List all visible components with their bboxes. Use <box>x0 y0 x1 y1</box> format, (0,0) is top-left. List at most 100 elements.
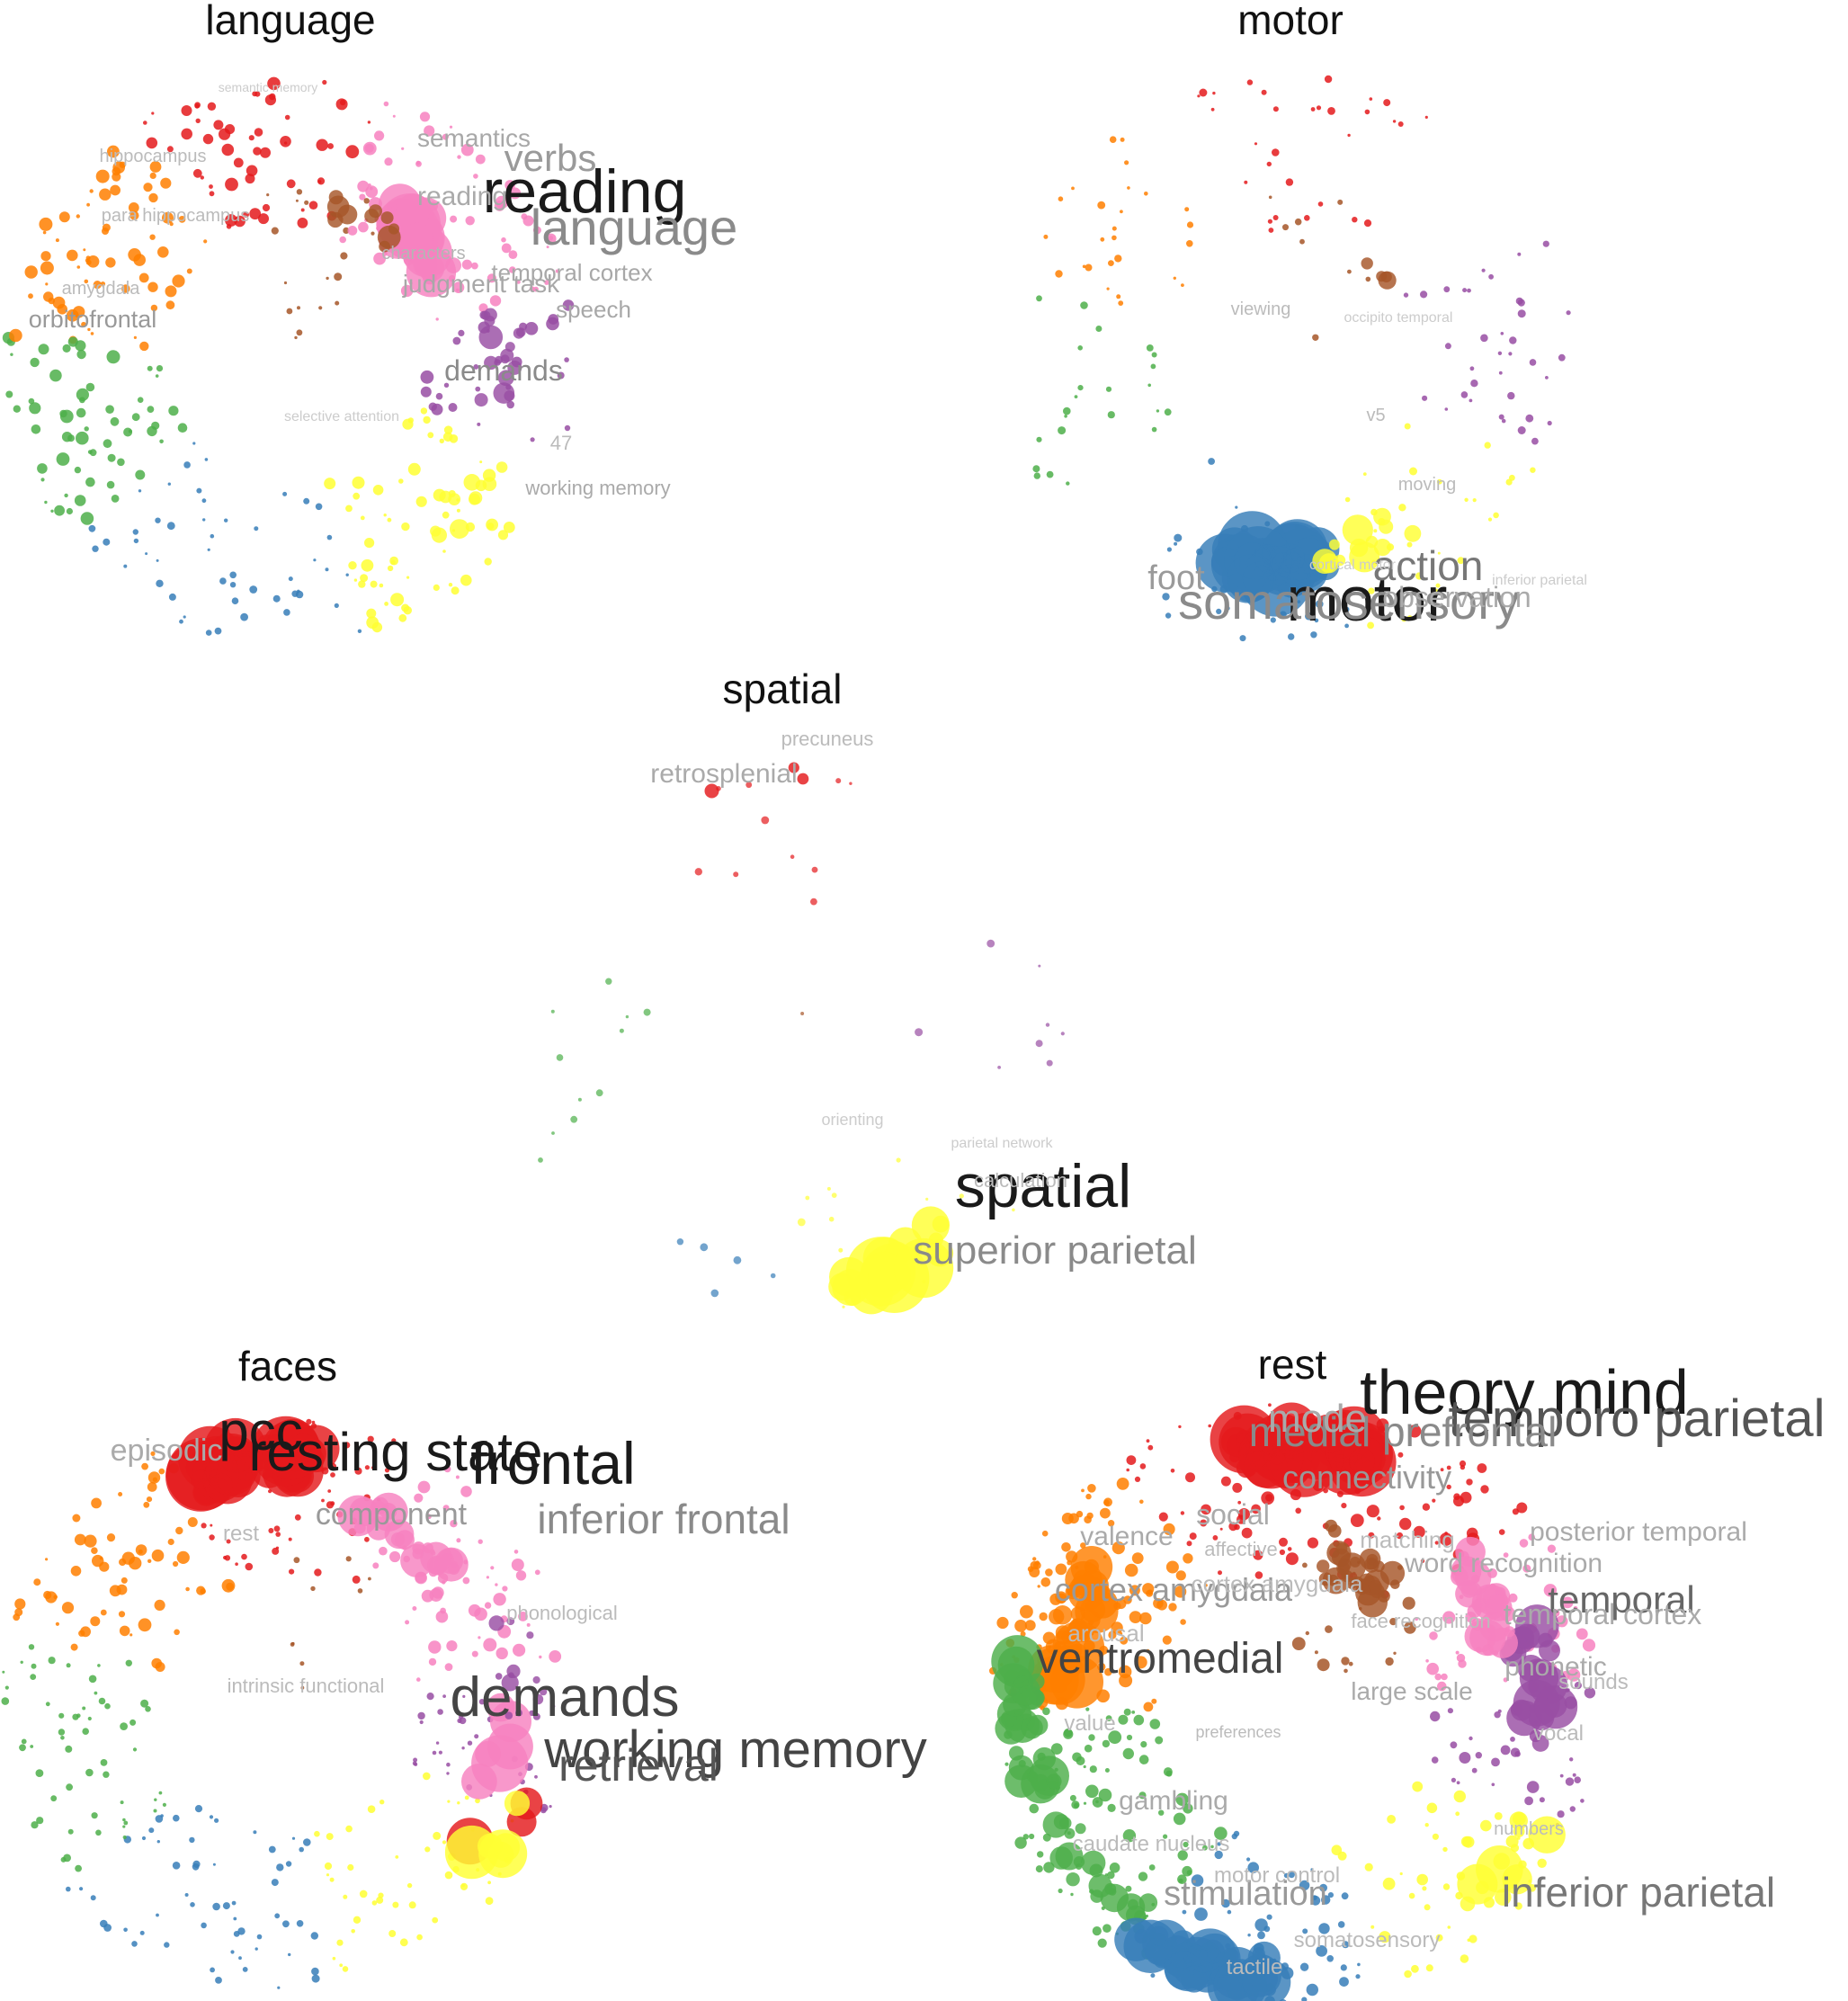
node <box>1434 588 1439 593</box>
node <box>475 386 481 392</box>
node-cluster-group <box>165 1416 548 1880</box>
node <box>438 1750 442 1755</box>
node-pink <box>1467 1603 1482 1619</box>
node <box>1442 1883 1451 1890</box>
node <box>1487 517 1493 522</box>
node-blue <box>1165 1952 1203 1990</box>
node <box>146 137 158 149</box>
node <box>1116 1478 1129 1490</box>
node <box>106 1533 116 1542</box>
node <box>128 202 139 213</box>
node <box>254 128 263 137</box>
node <box>1080 301 1088 309</box>
node <box>1576 1628 1588 1640</box>
node <box>1389 1618 1397 1626</box>
node <box>1457 557 1465 565</box>
node <box>1314 618 1319 623</box>
node <box>437 1709 443 1715</box>
node <box>428 1640 442 1654</box>
node <box>1104 1768 1110 1773</box>
node <box>1120 1636 1129 1645</box>
node <box>1212 1535 1219 1541</box>
node <box>432 1916 439 1924</box>
node <box>1123 1708 1131 1716</box>
node <box>357 629 362 633</box>
node <box>84 1534 97 1548</box>
node <box>1045 1568 1053 1577</box>
node <box>35 1769 44 1777</box>
node <box>76 407 86 418</box>
node <box>1151 1698 1157 1704</box>
node <box>577 1097 582 1102</box>
node <box>471 1650 478 1657</box>
term-label: face recognition <box>1351 1610 1490 1632</box>
node-pink <box>396 193 431 228</box>
term-label: judgment task <box>402 270 560 298</box>
node <box>106 480 115 489</box>
node <box>513 1550 519 1554</box>
node-cluster-group <box>1195 257 1422 617</box>
node <box>1266 1914 1272 1920</box>
node <box>1519 1539 1529 1548</box>
node-green <box>991 1635 1044 1688</box>
node <box>1082 264 1086 269</box>
node <box>1146 1439 1150 1443</box>
node <box>1283 1872 1290 1879</box>
node-pink <box>412 1548 424 1559</box>
node <box>831 1193 837 1198</box>
node <box>1164 408 1172 416</box>
node <box>1261 89 1267 95</box>
node-green <box>1100 1883 1129 1913</box>
node <box>1341 1503 1347 1509</box>
node <box>112 166 121 176</box>
node-brown <box>388 223 400 235</box>
term-label: temporal <box>1548 1578 1694 1621</box>
node-green <box>1090 1889 1103 1903</box>
node <box>339 1963 344 1968</box>
node <box>562 299 575 311</box>
term-label: phonetic <box>1504 1652 1606 1682</box>
node <box>1147 383 1151 388</box>
node <box>371 1900 378 1906</box>
node-yellow <box>430 525 442 537</box>
node <box>13 1613 21 1621</box>
node-blue <box>1273 545 1298 569</box>
node-blue <box>1226 554 1274 603</box>
node <box>1469 1736 1473 1741</box>
node <box>1431 1756 1439 1764</box>
node <box>483 1638 497 1652</box>
node <box>141 1836 147 1841</box>
node <box>551 1704 556 1709</box>
node <box>451 586 460 595</box>
node <box>146 1496 153 1503</box>
term-label: rest <box>223 1522 259 1546</box>
term-label: numbers <box>1494 1819 1564 1839</box>
node <box>374 130 385 141</box>
node <box>1413 1525 1425 1538</box>
node <box>1143 1702 1154 1712</box>
node <box>1399 1505 1405 1511</box>
node <box>1201 1504 1211 1515</box>
term-label: characters <box>381 244 465 264</box>
node <box>896 1157 901 1163</box>
node <box>1424 115 1428 119</box>
node <box>1268 1403 1272 1407</box>
node <box>1584 1687 1596 1699</box>
node <box>321 1498 325 1503</box>
node <box>1174 533 1183 542</box>
node <box>1257 1931 1265 1940</box>
node <box>353 1916 362 1924</box>
term-label: medial prefrontal <box>1249 1408 1558 1455</box>
node <box>277 1986 281 1989</box>
node <box>1301 1997 1308 2001</box>
node <box>212 1902 220 1911</box>
node <box>1216 608 1222 615</box>
node-red <box>1249 1436 1264 1452</box>
node <box>271 1879 279 1887</box>
node <box>1279 1537 1288 1547</box>
node-green <box>1009 1746 1024 1761</box>
node <box>95 169 110 183</box>
node <box>1138 1755 1149 1764</box>
node-red <box>191 1469 210 1489</box>
node <box>360 515 365 521</box>
